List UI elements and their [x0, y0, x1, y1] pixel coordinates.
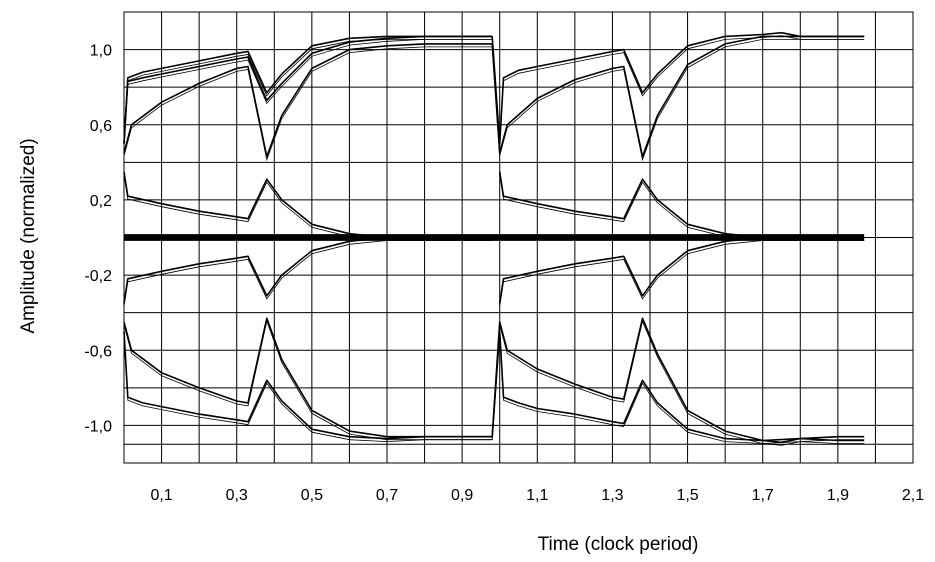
y-tick-label: -1,0 [84, 418, 112, 435]
x-tick-label: 1,7 [752, 487, 774, 504]
traces [123, 31, 865, 446]
series-line-11-copy [491, 320, 865, 444]
x-tick-label: 1,5 [676, 487, 698, 504]
series-line-0-copy [123, 39, 493, 147]
series-line-7-copy [491, 35, 865, 147]
y-tick-label: 0,2 [90, 193, 112, 210]
series-line-4-copy [123, 240, 493, 307]
plot-frame [123, 11, 914, 464]
series-line-1 [123, 35, 493, 144]
x-tick-label: 0,1 [150, 487, 172, 504]
series-line-4 [123, 236, 493, 304]
y-tick-label: 0,6 [90, 118, 112, 135]
series-line-10-copy [499, 240, 865, 307]
x-axis-title: Time (clock period) [538, 534, 699, 555]
x-tick-label: 2,1 [902, 487, 924, 504]
series-line-9 [498, 171, 865, 239]
x-tick-labels: 0,1 0,3 0,5 0,7 0,9 1,1 1,3 1,5 1,7 1,9 2,1 [150, 487, 924, 504]
x-tick-label: 0,9 [451, 487, 473, 504]
series-line-6-copy [123, 334, 493, 443]
series-line-3 [123, 171, 493, 239]
y-tick-label: -0,2 [84, 268, 112, 285]
series-line-12 [491, 330, 865, 444]
series-line-10 [498, 236, 865, 304]
x-tick-label: 1,3 [601, 487, 623, 504]
series-line-12-copy [491, 334, 865, 446]
series-line-11 [491, 317, 865, 442]
series-line-1-copy [123, 39, 493, 147]
y-axis-title: Amplitude (normalized) [18, 138, 39, 333]
y-tick-label: 1,0 [90, 43, 112, 60]
series-line-6 [123, 331, 493, 440]
series-line-8 [491, 35, 865, 158]
series-line-5 [123, 317, 493, 438]
y-tick-labels: 1,0 0,6 0,2 -0,2 -0,6 -1,0 [84, 43, 112, 436]
series-line-2-copy [123, 46, 493, 162]
x-tick-label: 0,3 [226, 487, 248, 504]
zero-band [124, 234, 865, 241]
series-line-2 [123, 43, 493, 158]
series-line-8-copy [491, 39, 865, 162]
x-tick-label: 0,5 [301, 487, 323, 504]
x-tick-label: 1,1 [526, 487, 548, 504]
x-tick-label: 0,7 [376, 487, 398, 504]
y-tick-label: -0,6 [84, 343, 112, 360]
series-line-7 [491, 31, 865, 145]
x-tick-label: 1,9 [827, 487, 849, 504]
